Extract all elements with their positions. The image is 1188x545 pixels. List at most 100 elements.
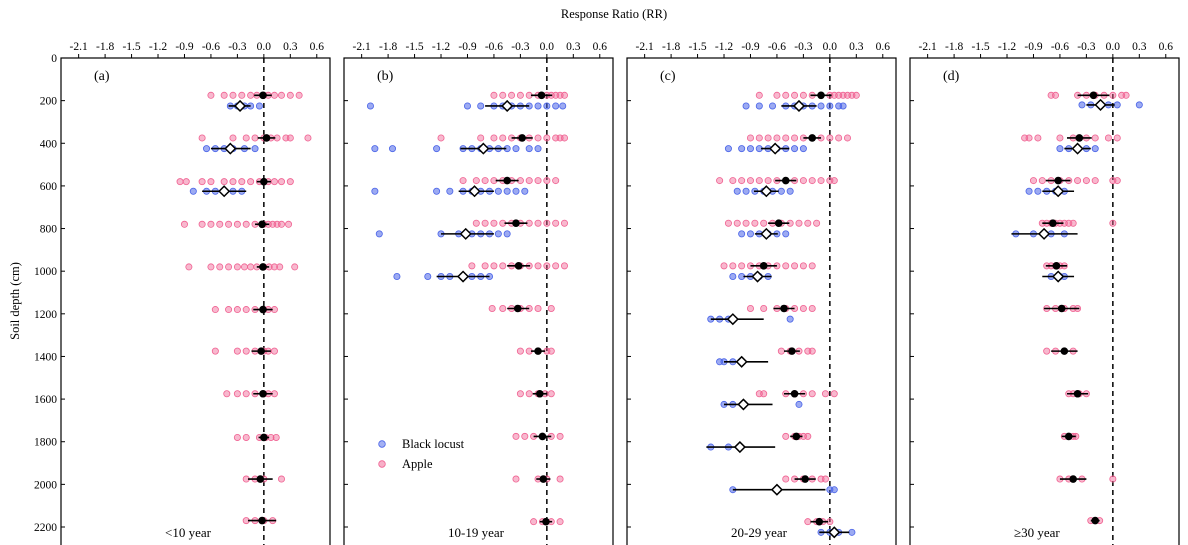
apple-point [211,306,219,314]
black-locust-point [477,102,485,110]
x-tick-label: -1.2 [149,41,167,53]
x-tick-label: -2.1 [353,41,371,53]
apple-point [543,177,551,185]
duration-label: ≥30 year [1014,525,1060,540]
apple-mean-marker [256,475,265,483]
apple-point [242,347,250,355]
apple-mean-marker [259,91,267,100]
apple-point [760,219,768,227]
y-tick-label: 400 [40,138,58,150]
apple-mean-marker [759,262,768,270]
black-locust-point [203,145,211,153]
black-locust-point [503,187,511,195]
black-locust-point [826,102,834,110]
black-locust-point [729,273,737,281]
apple-mean-marker [1073,389,1082,398]
apple-point [277,178,285,186]
apple-point [808,347,816,355]
apple-point [755,134,763,142]
black-locust-point [782,230,790,238]
x-tick-label: -1.8 [945,41,963,53]
apple-point [808,304,816,312]
apple-point [729,262,737,270]
black-locust-mean-marker [218,185,231,198]
black-locust-point [1056,145,1064,153]
apple-point [207,91,215,99]
apple-point [534,134,542,142]
y-tick-label: 1000 [34,266,57,278]
apple-point [1069,219,1077,227]
black-locust-point [769,102,777,110]
apple-point [782,134,790,142]
apple-point [198,134,206,142]
black-locust-point [446,187,454,195]
apple-point [791,262,799,270]
apple-point [286,91,294,99]
black-locust-point [371,187,379,195]
apple-mean-marker [258,516,266,525]
panel-1: -2.1 -1.8 -1.5 -1.2 -0.9 -0.6 -0.3 0.0 0.3 0.6 0 20… [34,41,331,545]
apple-mean-marker [262,134,271,142]
apple-point [499,304,507,312]
apple-mean-marker [514,262,523,270]
duration-label: 10-19 year [448,525,505,540]
apple-mean-marker [535,389,544,398]
x-tick-label: 0.0 [823,41,838,53]
apple-point [534,262,542,270]
black-locust-point [777,187,785,195]
apple-point [240,263,248,271]
black-locust-point [512,145,520,153]
apple-point [543,262,551,270]
apple-mean-marker [258,220,266,229]
apple-point [490,262,498,270]
x-tick-label: 0.3 [1132,41,1147,53]
x-tick-label: -0.3 [1077,41,1095,53]
apple-point [1104,134,1112,142]
apple-point [543,134,551,142]
x-tick-label: -0.3 [228,41,246,53]
black-locust-mean-marker [769,142,782,155]
apple-mean-marker [1054,176,1062,185]
apple-point [791,134,799,142]
apple-mean-marker [774,219,783,228]
apple-point [1052,91,1060,99]
apple-point [488,304,496,312]
apple-point [277,475,285,483]
apple-point [1122,91,1130,99]
apple-point [808,262,816,270]
apple-point [490,91,498,99]
apple-point [746,177,754,185]
apple-point [472,177,480,185]
apple-mean-marker [817,91,825,100]
x-tick-label: 0.3 [849,41,864,53]
apple-point [560,91,568,99]
panel-2: -2.1 -1.8 -1.5 -1.2 -0.9 -0.6 -0.3 0.0 0.3 0.6 (b)… [343,41,614,545]
apple-point [1091,177,1099,185]
black-locust-point [463,102,471,110]
apple-point [547,304,555,312]
apple-point [242,220,250,228]
apple-point [437,134,445,142]
panel-label: (d) [943,69,960,84]
panel-label: (c) [660,69,676,84]
apple-point [516,390,524,398]
apple-mean-marker [539,475,548,483]
apple-point [751,219,759,227]
x-tick-label: -0.6 [768,41,786,53]
x-tick-label: -2.1 [636,41,654,53]
black-locust-point [848,528,856,536]
apple-point [760,390,768,398]
x-tick-label: -1.8 [662,41,680,53]
apple-point [534,304,542,312]
y-tick-label: 1400 [34,351,57,363]
apple-point [459,177,467,185]
apple-point [808,177,816,185]
apple-point [276,263,284,271]
black-locust-point [424,273,432,281]
apple-point [481,262,489,270]
apple-mean-marker [781,176,790,185]
black-locust-point [433,187,441,195]
black-locust-point [512,187,520,195]
y-tick-label: 2000 [34,479,57,491]
apple-point [795,219,803,227]
